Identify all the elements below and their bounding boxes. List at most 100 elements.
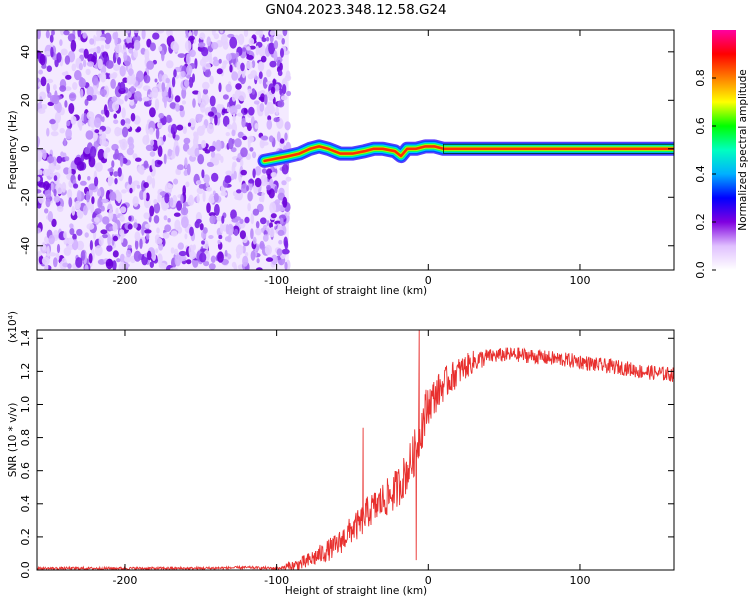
noise-speck bbox=[157, 253, 163, 265]
noise-speck bbox=[133, 49, 139, 58]
noise-speck bbox=[253, 100, 260, 105]
snr-x-tick-label: -200 bbox=[112, 574, 137, 587]
noise-speck bbox=[37, 251, 42, 257]
noise-speck bbox=[112, 250, 119, 258]
noise-speck bbox=[188, 35, 195, 41]
noise-speck bbox=[174, 95, 181, 103]
noise-speck bbox=[198, 42, 206, 48]
snr-x-tick-label: 100 bbox=[569, 574, 590, 587]
noise-speck bbox=[154, 78, 158, 83]
noise-speck bbox=[86, 223, 95, 230]
noise-speck bbox=[132, 153, 138, 160]
spectrogram-x-label: Height of straight line (km) bbox=[285, 285, 427, 297]
noise-speck bbox=[227, 235, 232, 243]
noise-speck bbox=[206, 186, 212, 192]
noise-speck bbox=[184, 233, 188, 240]
noise-speck bbox=[241, 183, 249, 194]
noise-speck bbox=[199, 252, 207, 263]
spectrogram-x-ticks: -200 -100 0 100 bbox=[112, 30, 590, 287]
noise-speck bbox=[214, 203, 220, 216]
noise-speck bbox=[68, 166, 72, 177]
noise-speck bbox=[198, 184, 206, 189]
noise-speck bbox=[66, 120, 71, 127]
noise-speck bbox=[270, 213, 277, 219]
noise-speck bbox=[227, 223, 234, 236]
noise-speck bbox=[284, 132, 288, 141]
noise-speck bbox=[136, 184, 141, 189]
noise-speck bbox=[241, 68, 246, 79]
noise-speck bbox=[106, 245, 113, 252]
noise-speck bbox=[195, 114, 204, 119]
noise-speck bbox=[82, 32, 87, 39]
noise-speck bbox=[197, 90, 202, 103]
noise-speck bbox=[37, 136, 40, 148]
noise-speck bbox=[79, 122, 83, 131]
noise-speck bbox=[84, 264, 89, 270]
noise-speck bbox=[61, 71, 68, 76]
noise-speck bbox=[163, 96, 167, 109]
noise-speck bbox=[116, 193, 122, 204]
noise-speck bbox=[180, 70, 186, 78]
noise-speck bbox=[174, 254, 182, 267]
noise-speck bbox=[141, 30, 146, 40]
noise-speck bbox=[204, 69, 212, 78]
noise-speck bbox=[163, 153, 167, 165]
noise-speck bbox=[185, 181, 190, 188]
noise-speck bbox=[254, 228, 262, 236]
noise-speck bbox=[248, 37, 255, 46]
noise-speck bbox=[202, 227, 208, 234]
noise-speck bbox=[286, 90, 292, 97]
noise-speck bbox=[54, 164, 61, 171]
noise-speck bbox=[80, 154, 85, 163]
noise-speck bbox=[170, 267, 178, 270]
noise-speck bbox=[51, 95, 60, 105]
noise-speck bbox=[129, 99, 135, 106]
noise-speck bbox=[128, 215, 132, 222]
noise-speck bbox=[225, 170, 233, 176]
noise-speck bbox=[211, 42, 219, 50]
noise-speck bbox=[71, 63, 77, 72]
chart-title: GN04.2023.348.12.58.G24 bbox=[265, 2, 446, 18]
noise-speck bbox=[238, 77, 245, 82]
noise-speck bbox=[252, 151, 257, 159]
noise-speck bbox=[224, 249, 228, 258]
noise-speck bbox=[86, 61, 95, 67]
noise-speck bbox=[62, 262, 69, 268]
noise-speck bbox=[46, 82, 50, 94]
noise-speck bbox=[163, 215, 168, 221]
noise-speck bbox=[259, 102, 265, 112]
noise-speck bbox=[156, 227, 160, 234]
noise-speck bbox=[158, 45, 163, 52]
noise-speck bbox=[78, 62, 83, 71]
noise-speck bbox=[55, 101, 62, 114]
noise-speck bbox=[37, 169, 43, 176]
noise-speck bbox=[127, 223, 133, 230]
noise-speck bbox=[208, 145, 216, 152]
noise-speck bbox=[206, 36, 211, 47]
noise-speck bbox=[219, 30, 224, 34]
noise-speck bbox=[113, 119, 119, 125]
spectrogram-frame bbox=[36, 29, 675, 271]
noise-speck bbox=[94, 129, 100, 134]
noise-speck bbox=[276, 131, 281, 142]
noise-speck bbox=[269, 222, 273, 229]
spectrogram-noise bbox=[37, 30, 292, 270]
noise-speck bbox=[72, 82, 78, 90]
noise-speck bbox=[98, 129, 103, 135]
noise-speck bbox=[214, 153, 222, 161]
noise-speck bbox=[218, 58, 222, 64]
noise-speck bbox=[158, 262, 167, 269]
colorbar-tick-label: 0.2 bbox=[694, 213, 707, 231]
noise-speck bbox=[240, 62, 245, 72]
noise-speck bbox=[250, 212, 255, 225]
noise-speck bbox=[117, 57, 121, 65]
noise-speck bbox=[248, 179, 255, 184]
noise-speck bbox=[151, 87, 159, 99]
noise-speck bbox=[40, 76, 47, 87]
noise-speck bbox=[150, 139, 155, 146]
noise-speck bbox=[184, 79, 190, 88]
noise-speck bbox=[133, 39, 141, 51]
noise-speck bbox=[119, 206, 127, 214]
snr-y-tick-label: 0.6 bbox=[19, 462, 32, 480]
